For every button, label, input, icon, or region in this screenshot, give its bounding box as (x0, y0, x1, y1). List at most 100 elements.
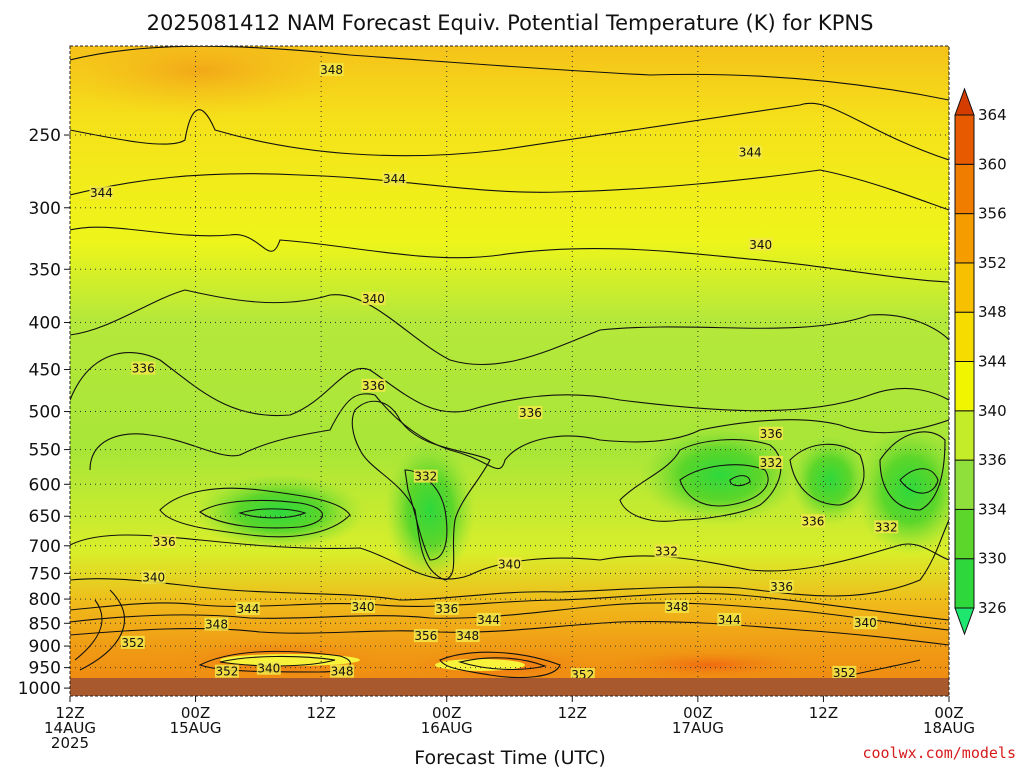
contour-label: 336 (152, 534, 177, 549)
contour-label: 344 (717, 612, 742, 627)
colorbar-segment (954, 163, 975, 215)
colorbar-label: 360 (978, 155, 1007, 173)
contour-label-text: 340 (749, 238, 772, 252)
contour-label-bg (759, 455, 784, 469)
contour-label: 340 (141, 570, 166, 585)
contour-label-bg (455, 629, 480, 643)
contour-label-bg (664, 599, 689, 613)
contour-label-text: 344 (477, 613, 500, 627)
colorbar-label: 356 (978, 205, 1007, 223)
contour-label-text: 340 (498, 557, 521, 571)
colorbar-segment (954, 311, 975, 363)
contour-label-bg (497, 557, 522, 571)
x-tick-label: 2025 (51, 734, 89, 752)
colorbar-arrow-top (954, 87, 975, 116)
contour-label-text: 348 (205, 618, 228, 632)
contour-label-text: 348 (456, 629, 479, 643)
contour-label: 344 (382, 172, 407, 186)
field-lowlevel-orange (590, 647, 830, 683)
x-tick-label: 15AUG (170, 719, 222, 737)
contour-label: 344 (738, 145, 763, 160)
contour-label-bg (759, 426, 784, 440)
contour-label: 348 (204, 617, 229, 632)
contour-label-bg (570, 667, 595, 681)
colorbar-segment (954, 114, 975, 165)
contour-label-text: 332 (760, 456, 783, 470)
contour-label: 336 (518, 405, 543, 420)
x-tick-label: 00Z (934, 704, 963, 722)
y-tick-label: 750 (29, 564, 61, 584)
contour-label-bg (476, 612, 501, 626)
contour-label-text: 344 (383, 172, 406, 186)
colorbar-label: 326 (978, 599, 1007, 617)
contour-label-text: 336 (132, 362, 155, 376)
y-tick-label: 700 (29, 537, 61, 557)
contour-label-bg (654, 544, 679, 558)
contour-label-text: 352 (833, 666, 856, 680)
y-tick-label: 250 (29, 126, 61, 146)
contour-label: 332 (759, 455, 784, 470)
contour-label-bg (748, 237, 773, 251)
contour-label-bg (832, 665, 857, 679)
contour-label-bg (853, 616, 878, 630)
contour-label-bg (382, 172, 407, 186)
contour-label: 344 (89, 186, 114, 200)
contour-label-bg (141, 570, 166, 584)
contour-label: 332 (654, 544, 679, 559)
y-axis: 250 300 350 400 450 500 550 600 650 700 750 800 850 9… (18, 126, 70, 699)
colorbar-label: 364 (978, 106, 1007, 124)
x-tick-label: 14AUG (44, 719, 96, 737)
contour-label: 340 (361, 291, 386, 306)
chart-title: 2025081412 NAM Forecast Equiv. Potential… (147, 11, 874, 35)
contour-label-text: 348 (665, 600, 688, 614)
contour-label: 352 (120, 635, 145, 650)
x-tick-label: 12Z (809, 704, 838, 722)
contour-label-text: 336 (802, 514, 825, 528)
x-tick-label: 18AUG (923, 719, 975, 737)
contour-label-bg (738, 145, 763, 159)
contour-label: 340 (748, 237, 773, 252)
contour-label-bg (204, 617, 229, 631)
contour-label: 348 (455, 629, 480, 643)
contour-label-bg (413, 469, 438, 483)
contour-label-bg (874, 520, 899, 534)
colorbar-label: 330 (978, 550, 1007, 568)
contour-label-text: 336 (362, 379, 385, 393)
contour-label: 348 (664, 599, 689, 614)
contour-label-bg (413, 629, 438, 643)
x-tick-label: 00Z (432, 704, 461, 722)
contour-label: 352 (832, 665, 857, 680)
contour-label: 332 (874, 520, 899, 534)
colorbar: 326 330 334 336 340 344 348 352 356 360 364 (954, 87, 1007, 636)
contour-label: 352 (214, 664, 239, 679)
contour-label-text: 332 (414, 470, 437, 484)
contour-label-bg (717, 612, 742, 626)
contour-label: 336 (800, 514, 825, 528)
contour-label: 336 (361, 378, 386, 393)
contour-label-bg (351, 599, 375, 613)
contour-label-text: 340 (142, 571, 165, 585)
colorbar-label: 336 (978, 451, 1007, 469)
contour-label-text: 340 (854, 616, 877, 630)
contour-label-bg (235, 601, 260, 615)
contour-label: 344 (235, 601, 260, 616)
colorbar-label: 348 (978, 303, 1007, 321)
colorbar-arrow-bottom (954, 607, 975, 636)
contour-label-bg (89, 186, 114, 200)
contour-label: 340 (853, 616, 878, 630)
y-tick-label: 350 (29, 260, 61, 280)
colorbar-segment (954, 262, 975, 313)
contour-label-bg (361, 378, 386, 392)
contour-label: 356 (413, 629, 438, 643)
contour-label: 348 (319, 63, 344, 77)
contour-label-text: 352 (121, 636, 144, 650)
y-tick-label: 400 (29, 314, 61, 334)
colorbar-segment (954, 558, 975, 609)
field-yellow-pocket (435, 659, 525, 671)
x-tick-label: 00Z (683, 704, 712, 722)
contour-label: 340 (497, 557, 522, 571)
contour-label: 344 (476, 612, 501, 627)
contour-label-text: 344 (236, 602, 259, 616)
contour-label-bg (256, 661, 281, 675)
